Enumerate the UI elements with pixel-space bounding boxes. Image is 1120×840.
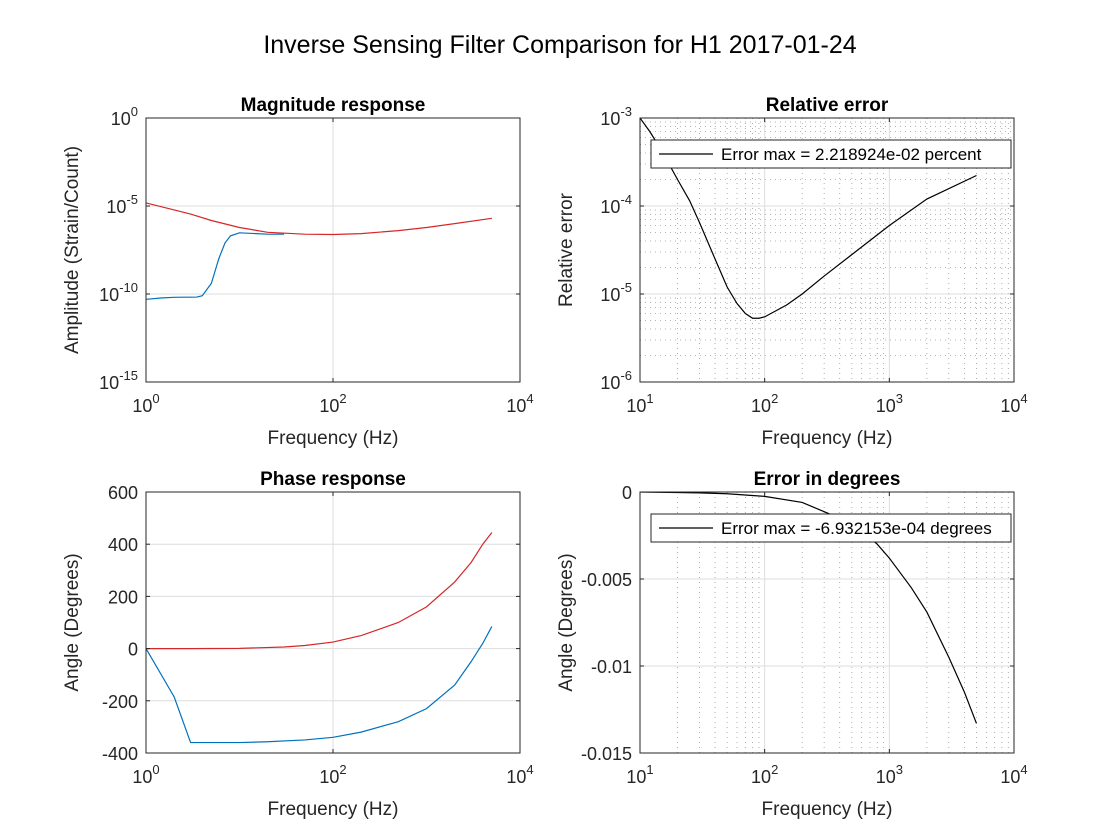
x-tick-label: 103 <box>876 762 903 787</box>
subplot-4: 101 102 103 104 -0.015 -0.01 -0.005 0 Error in d… <box>556 469 1028 820</box>
y-tick-label: -0.01 <box>591 657 632 677</box>
y-tick-label: -0.005 <box>581 570 632 590</box>
x-axis-label: Frequency (Hz) <box>762 428 893 449</box>
x-axis-label: Frequency (Hz) <box>268 799 399 820</box>
legend: Error max = 2.218924e-02 percent <box>650 139 1012 169</box>
y-axis-label: Angle (Degrees) <box>62 553 83 691</box>
y-tick-label: 10-5 <box>600 280 632 305</box>
x-tick-label: 101 <box>626 391 653 416</box>
x-tick-label: 102 <box>751 391 778 416</box>
legend: Error max = -6.932153e-04 degrees <box>650 513 1012 543</box>
series-line-2 <box>146 532 493 650</box>
y-tick-label: 600 <box>108 483 138 503</box>
x-tick-label: 104 <box>1000 762 1027 787</box>
y-tick-label: 10-5 <box>106 192 138 217</box>
x-tick-label: 104 <box>1000 391 1027 416</box>
y-tick-label: 10-4 <box>600 192 632 217</box>
x-axis-label: Frequency (Hz) <box>762 799 893 820</box>
x-tick-label: 102 <box>319 762 346 787</box>
subplot-3: 100 102 104 -400 -200 0 200 400 600 Phase respons… <box>62 469 534 820</box>
subplot-title: Error in degrees <box>754 469 901 490</box>
legend-entry: Error max = -6.932153e-04 degrees <box>721 519 992 538</box>
y-tick-label: 10-10 <box>99 280 138 305</box>
y-tick-label: 0 <box>128 640 138 660</box>
y-tick-label: -200 <box>102 692 138 712</box>
subplot-title: Relative error <box>766 95 889 116</box>
x-tick-label: 104 <box>506 391 533 416</box>
y-tick-label: 10-6 <box>600 368 632 393</box>
subplot-2: 101 102 103 104 10-6 10-5 10-4 10-3 Relative err… <box>556 95 1028 449</box>
y-tick-label: 10-3 <box>600 104 632 129</box>
y-tick-label: 100 <box>111 104 138 129</box>
x-tick-label: 100 <box>132 762 159 787</box>
x-axis-label: Frequency (Hz) <box>268 428 399 449</box>
series-line-1 <box>146 626 493 744</box>
y-axis-label: Angle (Degrees) <box>556 553 577 691</box>
subplots: 100 102 104 10-15 10-10 10-5 100 Magnitude resp… <box>62 95 1028 820</box>
x-tick-label: 104 <box>506 762 533 787</box>
y-tick-label: 10-15 <box>99 368 138 393</box>
y-axis-label: Amplitude (Strain/Count) <box>62 146 83 354</box>
y-tick-label: 400 <box>108 535 138 555</box>
x-tick-label: 102 <box>751 762 778 787</box>
y-tick-label: 0 <box>622 483 632 503</box>
y-axis-label: Relative error <box>556 192 577 307</box>
y-tick-label: 200 <box>108 587 138 607</box>
series-line-1 <box>640 118 977 319</box>
x-tick-label: 101 <box>626 762 653 787</box>
y-tick-label: -400 <box>102 744 138 764</box>
x-tick-label: 103 <box>876 391 903 416</box>
subplot-title: Magnitude response <box>241 95 426 116</box>
subplot-1: 100 102 104 10-15 10-10 10-5 100 Magnitude resp… <box>62 95 534 449</box>
y-tick-label: -0.015 <box>581 744 632 764</box>
series-line-2 <box>146 202 492 236</box>
legend-entry: Error max = 2.218924e-02 percent <box>721 145 982 164</box>
series-line-1 <box>146 232 285 300</box>
figure-title: Inverse Sensing Filter Comparison for H1… <box>263 31 856 59</box>
axes-frame <box>639 117 1015 383</box>
x-tick-label: 100 <box>132 391 159 416</box>
x-tick-label: 102 <box>319 391 346 416</box>
axes-frame <box>639 491 1015 754</box>
subplot-title: Phase response <box>260 469 406 490</box>
